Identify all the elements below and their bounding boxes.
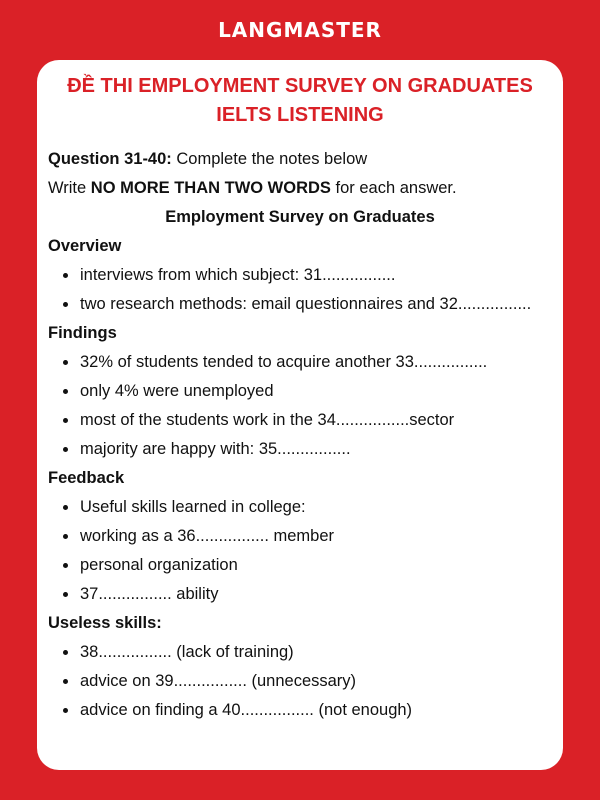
section-heading: Feedback (48, 469, 125, 487)
section-heading: Findings (48, 324, 117, 342)
write-post: for each answer. (330, 179, 457, 197)
word-limit: NO MORE THAN TWO WORDS (90, 179, 331, 197)
notes-subtitle: Employment Survey on Graduates (165, 208, 435, 226)
page-title: ĐỀ THI EMPLOYMENT SURVEY ON GRADUATES IE… (48, 72, 552, 130)
write-pre: Write (48, 179, 91, 197)
list-item: 32% of students tended to acquire anothe… (48, 348, 552, 377)
list-item: Useful skills learned in college: (48, 493, 552, 522)
list-item: only 4% were unemployed (48, 377, 552, 406)
list-item: two research methods: email questionnair… (48, 290, 552, 319)
list-item: 37................ ability (48, 580, 552, 609)
question-text: Complete the notes below (171, 150, 368, 168)
title-line-1: ĐỀ THI EMPLOYMENT SURVEY ON GRADUATES (67, 75, 533, 97)
notes-sections: Overview interviews from which subject: 3… (48, 232, 552, 725)
bullet-list: interviews from which subject: 31.......… (48, 261, 552, 319)
list-item: interviews from which subject: 31.......… (48, 261, 552, 290)
list-item: working as a 36................ member (48, 522, 552, 551)
bullet-list: 38................ (lack of training) adv… (48, 638, 552, 725)
title-line-2: IELTS LISTENING (216, 104, 384, 126)
list-item: most of the students work in the 34.....… (48, 406, 552, 435)
list-item: advice on finding a 40................ (… (48, 696, 552, 725)
section-heading: Useless skills: (48, 614, 162, 632)
section-heading: Overview (48, 237, 122, 255)
bullet-list: 32% of students tended to acquire anothe… (48, 348, 552, 464)
list-item: 38................ (lack of training) (48, 638, 552, 667)
question-instruction: Question 31-40: Complete the notes below (48, 145, 552, 174)
word-limit-instruction: Write NO MORE THAN TWO WORDS for each an… (48, 174, 552, 203)
list-item: advice on 39................ (unnecessar… (48, 667, 552, 696)
langmaster-logo: LANGMASTER (218, 18, 382, 42)
question-label: Question 31-40: (48, 150, 172, 168)
list-item: personal organization (48, 551, 552, 580)
content-card: ĐỀ THI EMPLOYMENT SURVEY ON GRADUATES IE… (37, 60, 563, 770)
bullet-list: Useful skills learned in college: working… (48, 493, 552, 609)
list-item: majority are happy with: 35.............… (48, 435, 552, 464)
